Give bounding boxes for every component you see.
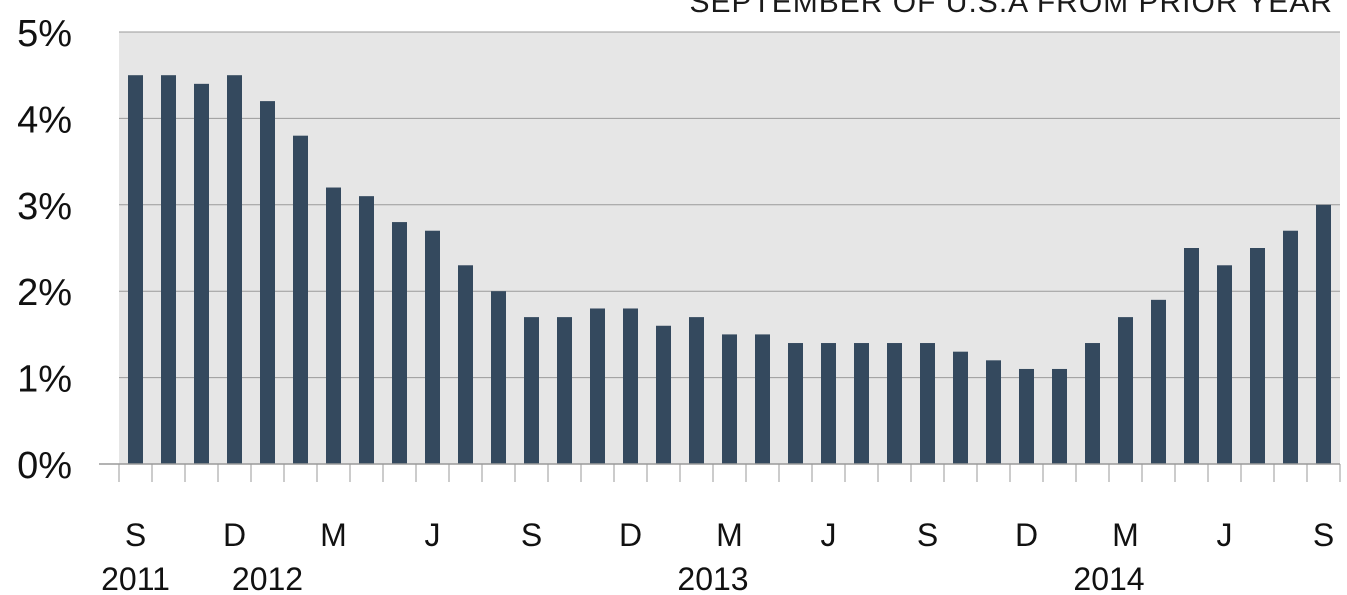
x-tick-label: M — [1112, 517, 1139, 553]
x-tick-label: D — [1015, 517, 1038, 553]
y-axis-labels: 0% 1% 2% 3% 4% 5% — [17, 13, 72, 487]
bar — [590, 308, 605, 464]
x-tick-label: J — [1217, 517, 1233, 553]
bar — [1019, 368, 1034, 464]
x-tick-label: J — [425, 517, 441, 553]
x-tick-label: M — [320, 517, 347, 553]
x-tick-label: S — [1313, 517, 1334, 553]
bar — [326, 187, 341, 464]
x-axis — [99, 463, 1341, 482]
y-tick-label: 0% — [17, 445, 72, 487]
y-tick-label: 5% — [17, 13, 72, 55]
bar — [128, 75, 143, 464]
bar — [755, 334, 770, 464]
bar — [1250, 248, 1265, 464]
x-tick-label: D — [619, 517, 642, 553]
bar — [1283, 230, 1298, 464]
y-tick-label: 1% — [17, 359, 72, 401]
bar — [1316, 204, 1331, 465]
bar — [194, 83, 209, 464]
bar — [887, 343, 902, 464]
x-tick-label: J — [821, 517, 837, 553]
bar — [1052, 368, 1067, 464]
bar — [1184, 248, 1199, 464]
bar — [1085, 343, 1100, 464]
bar — [788, 343, 803, 464]
x-tick-label: S — [125, 517, 146, 553]
bar — [689, 317, 704, 464]
bars — [128, 75, 1331, 465]
bar — [557, 317, 572, 464]
bar — [458, 265, 473, 464]
x-year-label: 2013 — [677, 561, 748, 595]
bar — [293, 135, 308, 464]
y-tick-label: 2% — [17, 272, 72, 314]
bar — [986, 360, 1001, 464]
bar — [722, 334, 737, 464]
bar — [854, 343, 869, 464]
x-axis-labels: S D M J S D M J S D M J S 2011 2012 2013 2014 — [101, 517, 1334, 595]
bar — [1151, 299, 1166, 464]
x-year-label: 2014 — [1073, 561, 1144, 595]
x-year-label: 2011 — [101, 561, 170, 595]
y-tick-label: 4% — [17, 99, 72, 141]
bar — [524, 317, 539, 464]
bar — [359, 196, 374, 464]
bar — [623, 308, 638, 464]
bar — [1118, 317, 1133, 464]
chart-title: SEPTEMBER OF U.S.A FROM PRIOR YEAR — [689, 0, 1333, 19]
bar — [1217, 265, 1232, 464]
bar — [491, 291, 506, 464]
x-tick-label: S — [917, 517, 938, 553]
bar — [260, 101, 275, 465]
bar — [425, 230, 440, 464]
x-tick-label: M — [716, 517, 743, 553]
bar — [920, 343, 935, 464]
bar — [392, 222, 407, 464]
bar — [227, 75, 242, 464]
bar — [821, 343, 836, 464]
x-tick-label: S — [521, 517, 542, 553]
bar — [953, 351, 968, 464]
bar — [656, 325, 671, 464]
y-tick-label: 3% — [17, 186, 72, 228]
x-tick-label: D — [223, 517, 246, 553]
bar — [161, 75, 176, 464]
x-year-label: 2012 — [232, 561, 303, 595]
